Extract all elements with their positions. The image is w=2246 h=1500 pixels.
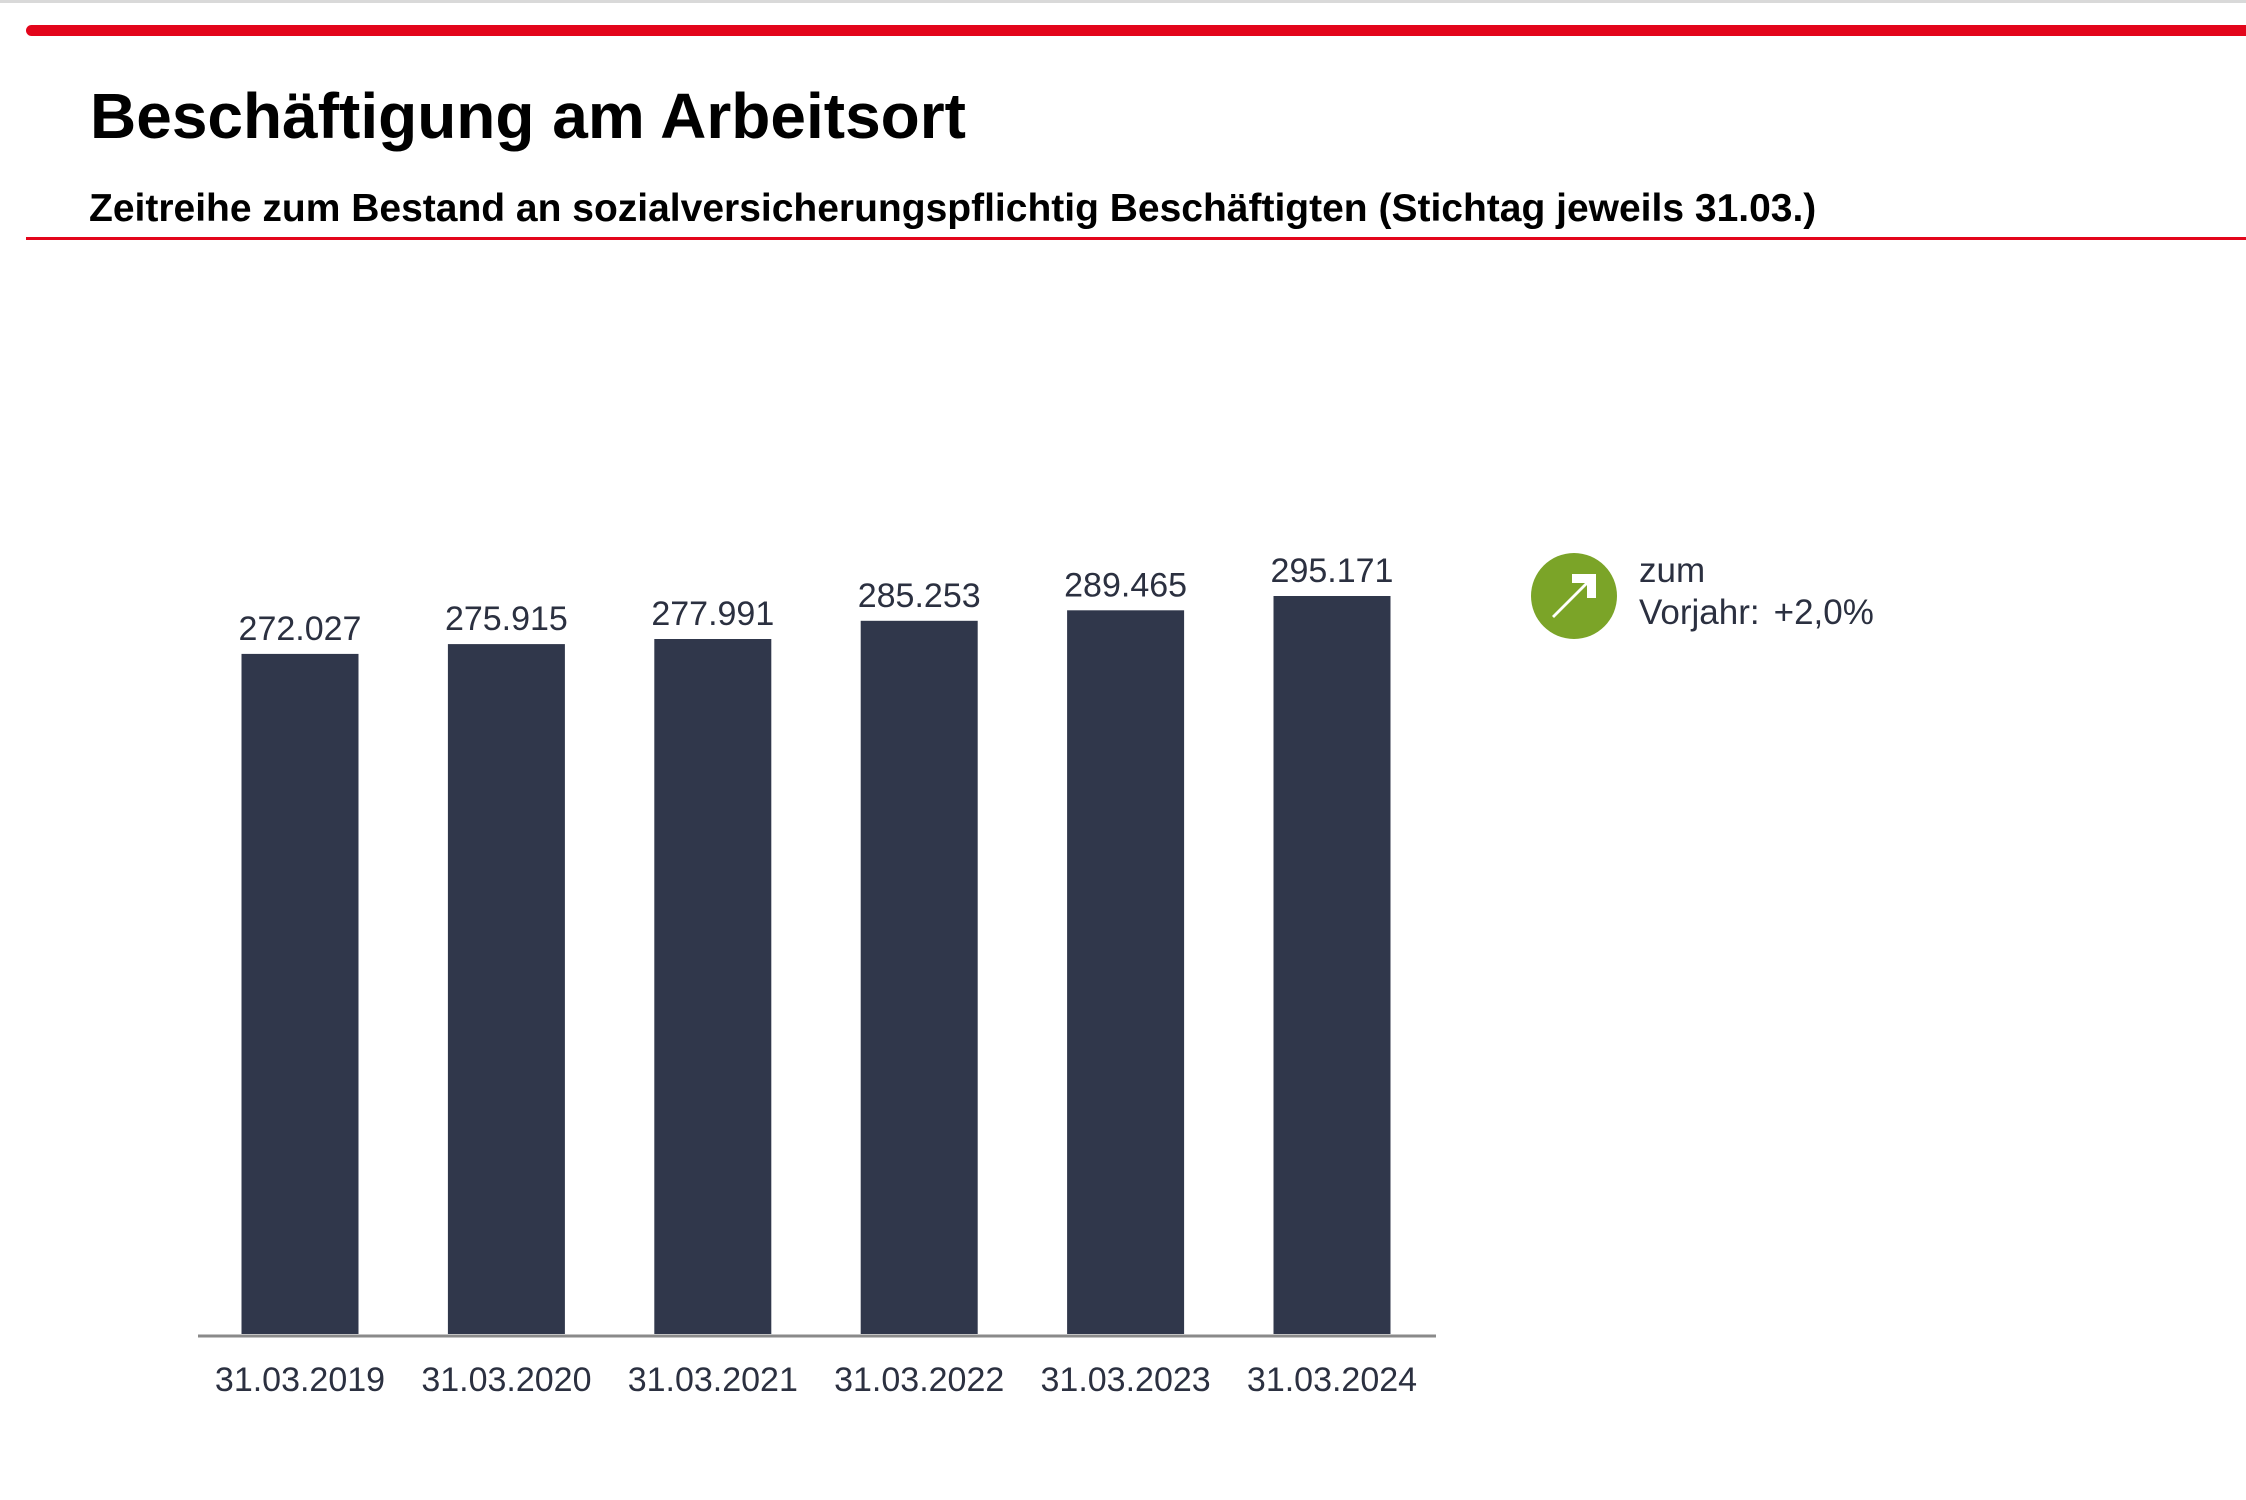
trend-label-line1: zum [1639, 551, 1706, 590]
window-top-edge [0, 0, 2246, 3]
bar-31.03.2020 [447, 644, 565, 1334]
bar-chart: 272.027 275.915 277.991 285.253 289.465 295.1… [198, 552, 1436, 1399]
x-axis-tick-labels: 31.03.2019 31.03.2020 31.03.2021 31.03.2022… [215, 1361, 1417, 1399]
bar-value-label: 289.465 [1064, 566, 1187, 604]
trend-value: +2,0% [1773, 593, 1874, 632]
page-subtitle: Zeitreihe zum Bestand an sozialversicher… [89, 187, 1817, 230]
x-tick-label: 31.03.2023 [1041, 1361, 1211, 1399]
x-tick-label: 31.03.2020 [421, 1361, 591, 1399]
header-accent-rule [26, 25, 2246, 36]
page-title: Beschäftigung am Arbeitsort [90, 80, 966, 152]
trend-label-text: Vorjahr: [1639, 593, 1760, 632]
trend-label-line2: Vorjahr: +2,0% [1639, 592, 1874, 634]
x-tick-label: 31.03.2022 [834, 1361, 1004, 1399]
bar-31.03.2019 [241, 653, 359, 1334]
bar-value-label: 285.253 [858, 577, 981, 615]
x-tick-label: 31.03.2019 [215, 1361, 385, 1399]
bar-31.03.2022 [860, 620, 978, 1334]
arrow-up-right-icon [1531, 553, 1617, 639]
bar-31.03.2024 [1273, 596, 1391, 1334]
bar-value-label: 295.171 [1271, 552, 1394, 590]
bar-31.03.2021 [654, 639, 772, 1334]
bar-31.03.2023 [1067, 610, 1185, 1334]
bar-value-label: 272.027 [239, 610, 362, 648]
bar-value-label: 277.991 [651, 595, 774, 633]
subtitle-divider [26, 237, 2246, 240]
value-labels-layer: 272.027 275.915 277.991 285.253 289.465 295.1… [239, 552, 1394, 648]
bars-layer [241, 596, 1391, 1334]
x-tick-label: 31.03.2024 [1247, 1361, 1417, 1399]
bar-value-label: 275.915 [445, 600, 568, 638]
x-tick-label: 31.03.2021 [628, 1361, 798, 1399]
trend-indicator: zum Vorjahr: +2,0% [1530, 550, 2090, 650]
